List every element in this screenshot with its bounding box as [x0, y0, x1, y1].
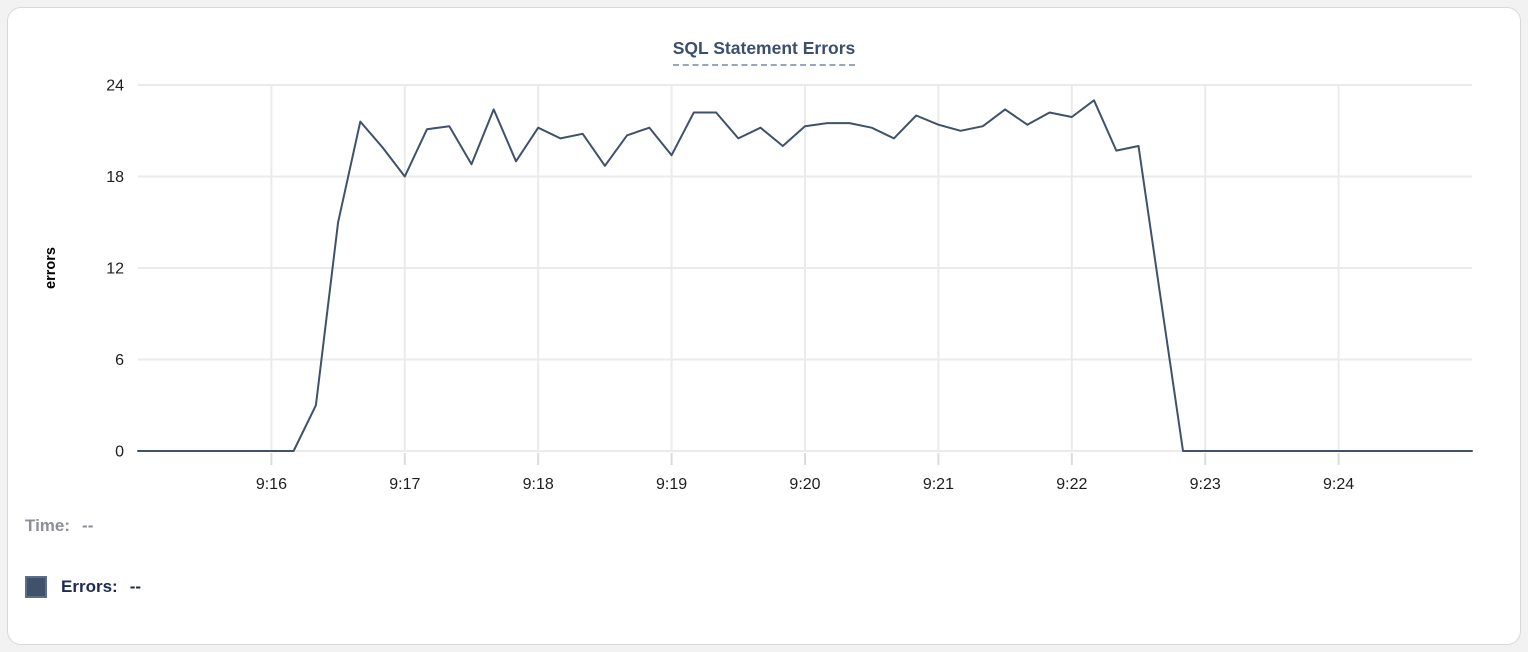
chart-card: 0 6 12 18 24 9:16 9:17 9:18 9:19 9:20 9:21 9:22 9:23…: [7, 7, 1521, 645]
errors-series-swatch-icon: [25, 576, 47, 598]
readout-errors-value: --: [129, 577, 142, 596]
y-axis-tick-label: 24: [106, 78, 124, 95]
chart-title-wrap: SQL Statement Errors: [8, 38, 1520, 66]
errors-line-series[interactable]: [137, 99, 1473, 452]
readout-time-label: Time:: [25, 516, 71, 535]
x-axis-tick-label: 9:22: [1056, 476, 1087, 493]
chart-title[interactable]: SQL Statement Errors: [672, 38, 856, 66]
y-axis-tick-label: 0: [115, 444, 124, 461]
x-axis-tick-label: 9:19: [656, 476, 687, 493]
y-axis-tick-label: 6: [115, 352, 124, 369]
readout-errors-row: Errors: --: [25, 576, 141, 598]
readout-errors-label: Errors:: [61, 577, 118, 596]
y-axis-tick-label: 12: [106, 261, 124, 278]
x-axis-tick-label: 9:23: [1190, 476, 1221, 493]
errors-line-chart[interactable]: 0 6 12 18 24 9:16 9:17 9:18 9:19 9:20 9:21 9:22 9:23…: [8, 8, 1521, 513]
readout-time-value: --: [82, 516, 94, 535]
x-axis-tick-label: 9:18: [523, 476, 554, 493]
x-axis-tick-label: 9:24: [1323, 476, 1354, 493]
x-axis-tick-label: 9:21: [923, 476, 954, 493]
x-axis-tick-label: 9:20: [789, 476, 820, 493]
x-axis-tick-label: 9:17: [389, 476, 420, 493]
y-axis-tick-label: 18: [106, 169, 124, 186]
y-axis-title: errors: [43, 247, 59, 289]
x-axis-tick-label: 9:16: [256, 476, 287, 493]
readout-time-row: Time: --: [25, 516, 93, 536]
